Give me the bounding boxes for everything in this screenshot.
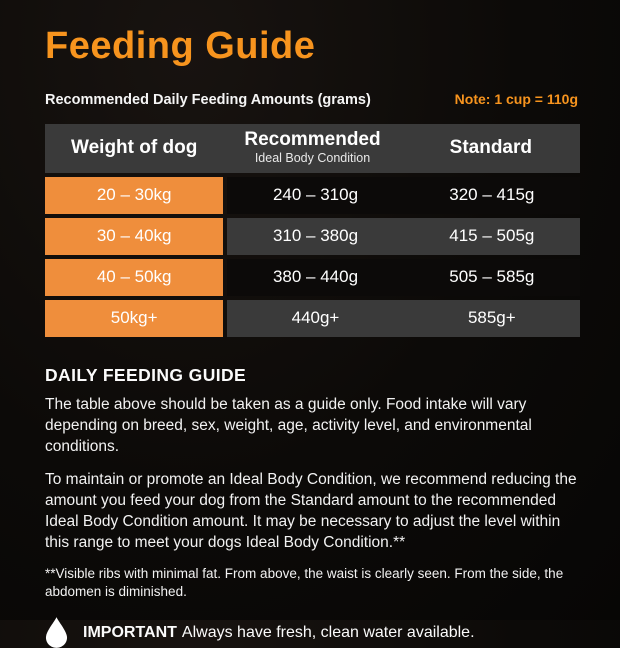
row-values: 380 – 440g 505 – 585g [227, 258, 580, 296]
col-header-recommended: Recommended Ideal Body Condition [223, 124, 401, 173]
table-row: 40 – 50kg 380 – 440g 505 – 585g [45, 258, 580, 296]
important-notice: IMPORTANT Always have fresh, clean water … [45, 617, 578, 648]
guide-paragraph-2: To maintain or promote an Ideal Body Con… [45, 470, 577, 552]
guide-paragraph-1: The table above should be taken as a gui… [45, 395, 532, 455]
row-values: 310 – 380g 415 – 505g [227, 217, 580, 255]
row-values: 440g+ 585g+ [227, 299, 580, 337]
standard-cell: 585g+ [467, 308, 516, 328]
table-caption: Recommended Daily Feeding Amounts (grams… [45, 91, 371, 108]
table-row: 30 – 40kg 310 – 380g 415 – 505g [45, 217, 580, 255]
col-header-recommended-sub: Ideal Body Condition [254, 151, 371, 166]
section-heading: DAILY FEEDING GUIDE [45, 364, 247, 385]
cup-conversion-note: Note: 1 cup = 110g [454, 90, 578, 107]
table-row: 50kg+ 440g+ 585g+ [45, 299, 580, 337]
recommended-cell: 440g+ [291, 308, 340, 328]
daily-feeding-guide-section: DAILY FEEDING GUIDE The table above shou… [45, 365, 585, 601]
weight-cell: 30 – 40kg [45, 217, 224, 255]
col-header-weight: Weight of dog [71, 136, 198, 158]
col-header-recommended-main: Recommended [244, 129, 381, 151]
standard-cell: 320 – 415g [449, 185, 535, 205]
subtitle-row: Recommended Daily Feeding Amounts (grams… [45, 91, 578, 108]
page-title: Feeding Guide [45, 25, 316, 67]
table-row: 20 – 30kg 240 – 310g 320 – 415g [45, 176, 580, 214]
water-drop-icon [45, 617, 68, 648]
recommended-cell: 380 – 440g [272, 267, 359, 287]
standard-cell: 505 – 585g [449, 267, 535, 287]
recommended-cell: 310 – 380g [272, 226, 359, 246]
weight-cell: 20 – 30kg [45, 176, 224, 214]
table-header: Weight of dog Recommended Ideal Body Con… [45, 123, 580, 173]
col-header-standard: Standard [449, 136, 532, 158]
weight-cell: 40 – 50kg [45, 258, 224, 296]
important-message: IMPORTANT Always have fresh, clean water … [83, 624, 475, 642]
feeding-table: Weight of dog Recommended Ideal Body Con… [45, 123, 580, 337]
guide-footnote: **Visible ribs with minimal fat. From ab… [45, 566, 564, 599]
weight-cell: 50kg+ [45, 299, 224, 337]
important-body: Always have fresh, clean water available… [181, 623, 475, 641]
recommended-cell: 240 – 310g [272, 185, 359, 205]
important-label: IMPORTANT [83, 623, 177, 641]
standard-cell: 415 – 505g [449, 226, 535, 246]
row-values: 240 – 310g 320 – 415g [227, 176, 580, 214]
